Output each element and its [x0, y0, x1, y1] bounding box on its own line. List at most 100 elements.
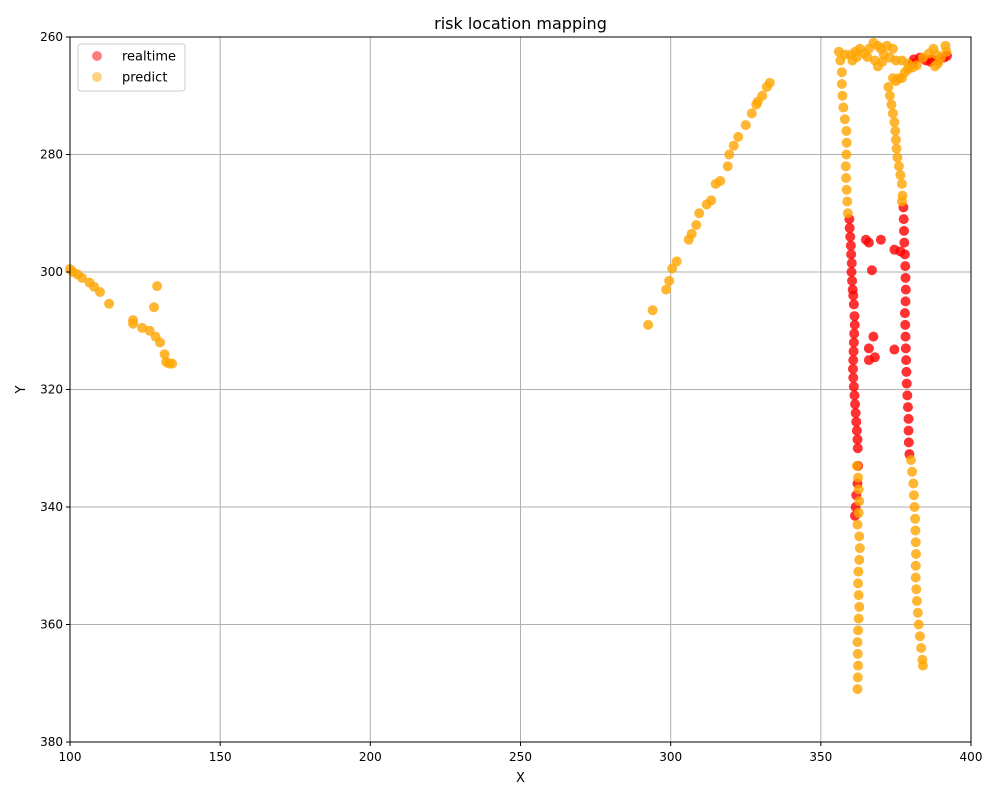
- predict-point: [137, 322, 148, 333]
- predict-point: [910, 560, 921, 571]
- predict-point: [837, 90, 848, 101]
- predict-point: [852, 648, 863, 659]
- realtime-point: [849, 319, 860, 330]
- predict-point: [854, 496, 865, 507]
- predict-point: [167, 358, 178, 369]
- predict-point: [853, 613, 864, 624]
- predict-point: [909, 502, 920, 512]
- predict-point: [891, 143, 902, 154]
- predict-point: [841, 173, 852, 183]
- predict-point: [941, 46, 952, 57]
- predict-point: [840, 161, 851, 172]
- realtime-point: [849, 390, 860, 401]
- predict-point: [839, 114, 850, 125]
- axis-ticks: 100 150 200 250 300 350 400 260 280 300 320 340 360 3…: [40, 30, 982, 764]
- predict-point: [910, 572, 921, 583]
- predict-point: [694, 208, 705, 219]
- predict-point: [836, 67, 847, 78]
- realtime-point: [901, 378, 912, 389]
- legend-marker-predict: [92, 72, 102, 82]
- predict-point: [887, 43, 898, 54]
- predict-point: [853, 578, 864, 589]
- realtime-point: [868, 331, 879, 342]
- realtime-point: [899, 237, 910, 248]
- realtime-point: [866, 265, 877, 276]
- realtime-point: [851, 425, 862, 436]
- predict-point: [706, 195, 717, 206]
- realtime-point: [863, 237, 874, 248]
- predict-point: [757, 90, 768, 101]
- predict-point: [887, 108, 898, 119]
- predict-point: [724, 149, 735, 160]
- realtime-point: [851, 416, 862, 427]
- predict-point: [910, 513, 921, 524]
- predict-point: [910, 537, 921, 548]
- predict-point: [854, 531, 865, 542]
- realtime-point: [903, 437, 914, 448]
- predict-point: [907, 466, 918, 477]
- legend-box: [77, 43, 186, 92]
- realtime-point: [889, 344, 900, 355]
- realtime-point: [903, 413, 914, 424]
- predict-point: [722, 161, 733, 172]
- realtime-point: [848, 372, 859, 383]
- predict-point: [152, 281, 163, 292]
- predict-point: [671, 256, 682, 267]
- legend-label-realtime: realtime: [122, 50, 176, 65]
- predict-point: [893, 161, 904, 172]
- y-axis-label: Y: [14, 385, 29, 394]
- y-tick-label: 340: [40, 500, 63, 514]
- predict-point: [895, 170, 906, 181]
- legend-label-predict: predict: [122, 71, 167, 86]
- realtime-point: [844, 222, 855, 233]
- predict-point: [852, 519, 863, 530]
- realtime-point: [848, 381, 859, 392]
- predict-point: [896, 196, 907, 207]
- x-tick-label: 200: [359, 750, 382, 764]
- predict-point: [852, 672, 863, 683]
- realtime-point: [847, 363, 858, 374]
- predict-point: [853, 660, 864, 671]
- predict-point: [691, 220, 702, 230]
- realtime-point: [898, 214, 909, 225]
- predict-point: [911, 549, 922, 559]
- realtime-point: [869, 352, 880, 363]
- realtime-point: [846, 258, 857, 269]
- predict-point: [853, 590, 864, 601]
- predict-point: [916, 643, 927, 653]
- realtime-point: [848, 337, 859, 348]
- predict-point: [884, 90, 895, 101]
- y-tick-label: 360: [40, 618, 63, 632]
- predict-point: [852, 637, 863, 648]
- predict-point: [853, 484, 864, 495]
- predict-point: [911, 60, 922, 71]
- predict-point: [733, 131, 744, 142]
- x-axis-label: X: [516, 771, 525, 786]
- realtime-point: [901, 366, 912, 377]
- realtime-point: [849, 328, 860, 339]
- predict-point: [911, 584, 922, 595]
- predict-point: [740, 120, 751, 131]
- realtime-point: [846, 267, 857, 277]
- predict-point: [764, 77, 775, 88]
- predict-point: [911, 596, 922, 606]
- predict-point: [104, 298, 115, 309]
- predict-point: [889, 117, 900, 128]
- predict-point: [892, 152, 903, 163]
- predict-point: [905, 455, 916, 465]
- realtime-point: [900, 272, 911, 283]
- predict-point: [95, 286, 106, 297]
- x-tick-label: 400: [960, 750, 983, 764]
- predict-point: [853, 625, 864, 636]
- predict-point: [746, 108, 757, 119]
- predict-point: [883, 81, 894, 92]
- predict-point: [908, 490, 919, 501]
- x-tick-label: 350: [809, 750, 832, 764]
- predict-point: [862, 51, 873, 62]
- predict-point: [159, 349, 170, 360]
- realtime-point: [852, 443, 863, 454]
- realtime-point: [902, 402, 913, 413]
- legend-marker-realtime: [92, 51, 102, 61]
- predict-point: [841, 137, 852, 148]
- legend: realtime predict: [77, 43, 186, 92]
